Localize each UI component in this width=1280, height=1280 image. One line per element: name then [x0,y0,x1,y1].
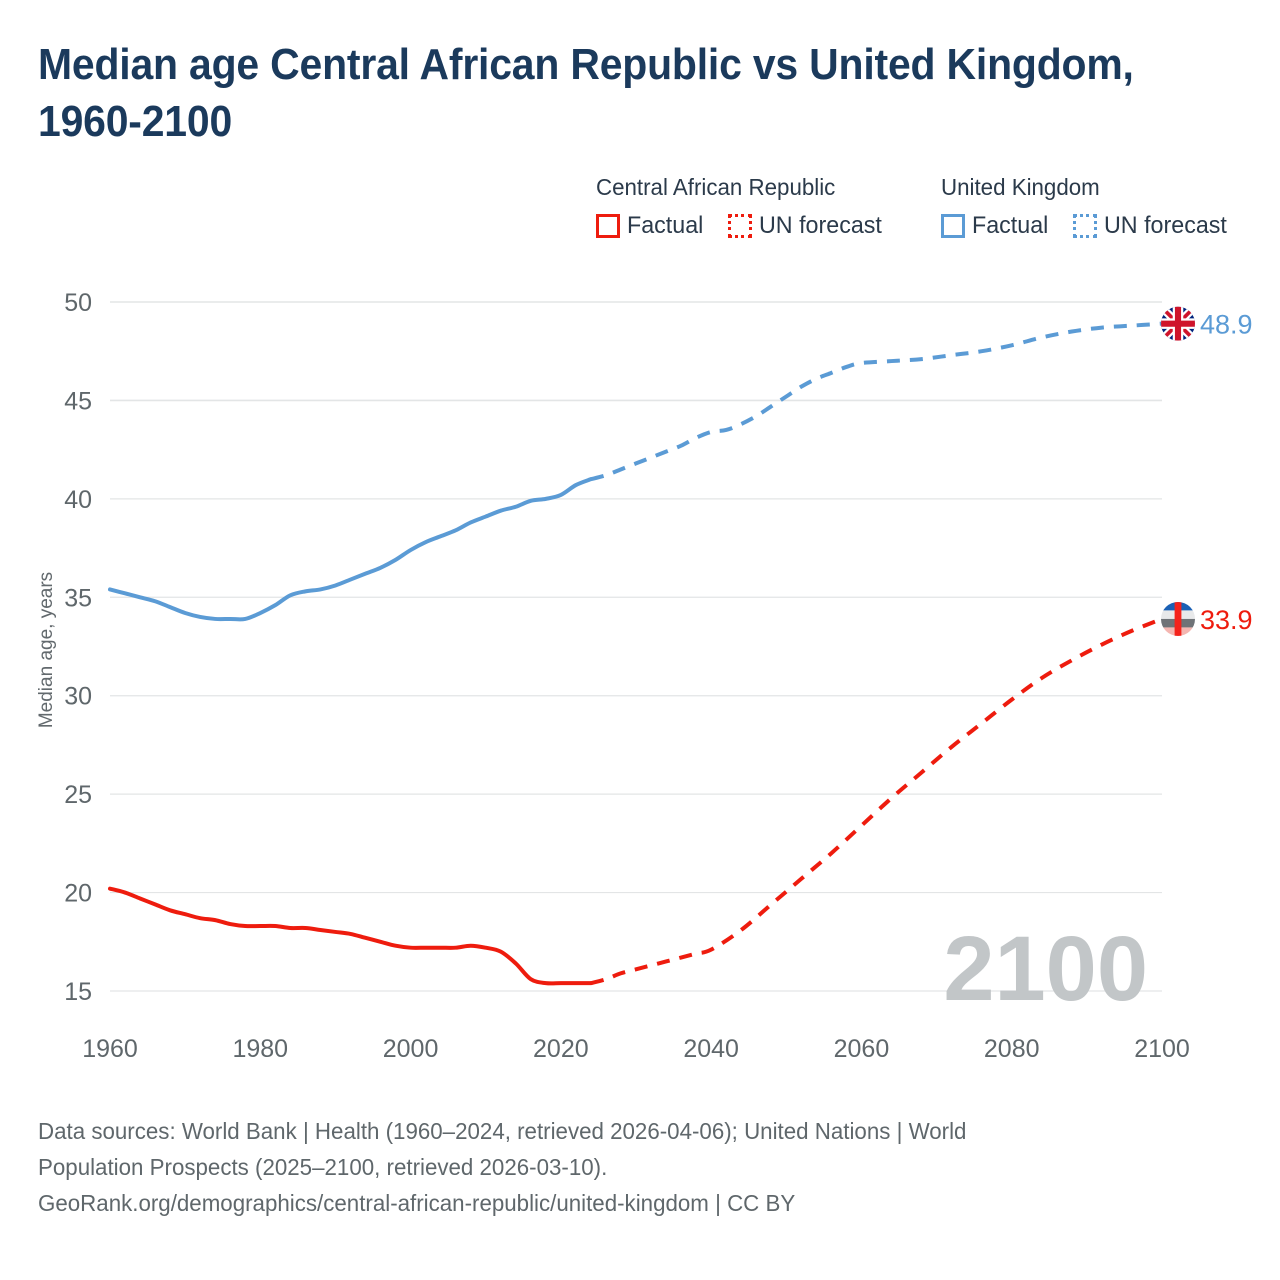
legend-swatch-solid-icon [596,214,620,238]
legend-label-car-forecast: UN forecast [758,212,882,239]
y-tick-label: 35 [64,584,92,612]
x-tick-label: 2080 [984,1035,1040,1063]
legend-swatch-solid-icon [941,214,966,238]
series-end-markers [1161,306,1195,636]
footer-line-attribution[interactable]: GeoRank.org/demographics/central-african… [38,1190,796,1216]
x-axis-tick-labels: 1960 1980 2000 2020 2040 2060 2080 2100 [82,1035,1190,1063]
uk-end-value-label: 48.9 [1200,310,1253,340]
legend-group-car: Central African Republic Factual UN fore… [596,172,885,240]
legend-label-uk-factual: Factual [972,212,1049,239]
car-end-value-label: 33.9 [1200,605,1253,635]
legend-item-car-factual[interactable]: Factual [596,212,706,240]
x-tick-label: 2020 [533,1035,589,1063]
uk-flag-marker-icon [1161,306,1195,341]
page-title: Median age Central African Republic vs U… [38,40,1134,146]
legend-item-uk-forecast[interactable]: UN forecast [1073,212,1231,240]
legend-label-car-factual: Factual [627,212,704,239]
x-tick-label: 2060 [834,1035,890,1063]
series-line-forecast [590,321,1163,482]
y-tick-label: 15 [64,978,92,1006]
y-tick-label: 20 [64,880,92,908]
y-tick-label: 50 [64,289,92,317]
x-tick-label: 1960 [82,1035,138,1063]
footer-line-sources-2: Population Prospects (2025–2100, retriev… [38,1154,608,1180]
series-line-forecast [590,617,1163,986]
series-line-factual [108,477,593,622]
gridlines [110,301,1162,992]
y-tick-label: 30 [64,683,92,711]
legend-item-car-forecast[interactable]: UN forecast [727,212,886,240]
x-tick-label: 1980 [232,1035,288,1063]
legend-label-uk-forecast: UN forecast [1104,212,1228,239]
legend-heading-car: Central African Republic [596,174,836,200]
legend-heading-uk: United Kingdom [941,174,1101,200]
legend-item-uk-factual[interactable]: Factual [941,212,1051,240]
chart-legend: Central African Republic Factual UN fore… [596,172,1256,240]
series-lines [108,321,1163,986]
legend-swatch-dotted-icon [1073,214,1098,238]
y-tick-label: 45 [64,387,92,415]
y-axis-title: Median age, years [36,572,57,728]
chart-footer: Data sources: World Bank | Health (1960–… [38,1113,1183,1221]
car-flag-marker-icon [1161,601,1195,636]
x-tick-label: 2040 [683,1035,739,1063]
y-axis-tick-labels: 15 20 25 30 35 40 45 50 [64,289,92,1006]
y-tick-label: 25 [64,781,92,809]
legend-group-uk: United Kingdom Factual UN forecast [941,172,1230,240]
footer-line-sources-1: Data sources: World Bank | Health (1960–… [38,1118,967,1144]
x-tick-label: 2000 [383,1035,439,1063]
x-tick-label: 2100 [1134,1035,1190,1063]
year-watermark: 2100 [943,918,1148,1020]
y-tick-label: 40 [64,486,92,514]
series-line-factual [108,886,593,986]
legend-swatch-dotted-icon [727,214,752,238]
